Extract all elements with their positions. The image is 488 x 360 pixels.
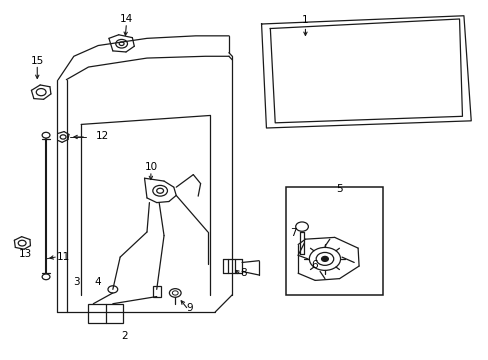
- Text: 1: 1: [302, 15, 308, 26]
- Text: 14: 14: [120, 14, 133, 24]
- Text: 7: 7: [289, 228, 296, 238]
- Text: 10: 10: [144, 162, 157, 172]
- Text: 2: 2: [122, 331, 128, 341]
- Text: 12: 12: [95, 131, 108, 141]
- Circle shape: [321, 256, 328, 261]
- Text: 13: 13: [19, 248, 32, 258]
- Text: 3: 3: [73, 277, 80, 287]
- Text: 6: 6: [310, 260, 317, 270]
- Text: 11: 11: [57, 252, 70, 262]
- Text: 4: 4: [95, 277, 102, 287]
- Bar: [88, 304, 122, 323]
- Text: 15: 15: [31, 56, 44, 66]
- Text: 9: 9: [186, 303, 193, 314]
- Text: 8: 8: [240, 267, 246, 278]
- Bar: [153, 286, 160, 297]
- Bar: [285, 187, 383, 295]
- Text: 5: 5: [336, 184, 342, 194]
